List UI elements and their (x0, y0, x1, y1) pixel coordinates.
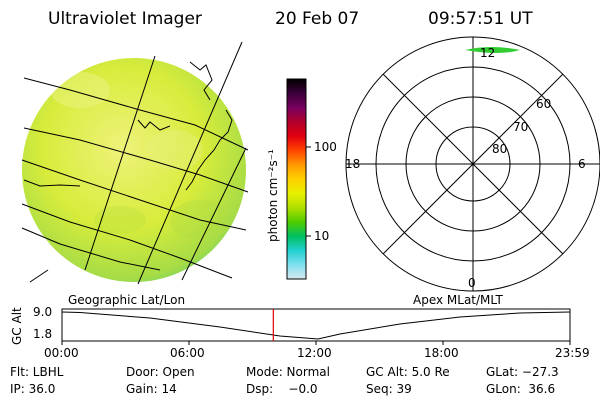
altitude-curve (61, 311, 571, 340)
info-seq: Seq: 39 (366, 382, 412, 396)
mlt-label-0: 0 (468, 276, 476, 290)
info-glon: GLon: 36.6 (486, 382, 556, 396)
polar-plot (345, 36, 600, 292)
info-gc-alt: GC Alt: 5.0 Re (366, 365, 450, 379)
colorbar (286, 78, 307, 280)
info-door: Door: Open (126, 365, 195, 379)
apex-caption: Apex MLat/MLT (413, 293, 503, 307)
timeline-xtick-1200: 12:00 (297, 346, 332, 360)
mlt-label-6: 6 (578, 157, 586, 171)
timeline-ytick-high: 9.0 (33, 305, 53, 319)
latlon-grid (21, 41, 249, 285)
timeline-axis-title: GC Alt (10, 307, 24, 345)
mlt-label-18: 18 (345, 157, 361, 171)
mlat-label-70: 70 (513, 120, 529, 134)
instrument-title: Ultraviolet Imager (48, 9, 202, 29)
mlat-label-80: 80 (492, 142, 508, 156)
imager-disk (22, 58, 246, 282)
timeline-ytick-low: 1.8 (33, 327, 53, 341)
timeline-xtick-0600: 06:00 (170, 346, 205, 360)
timeline-xtick-0000: 00:00 (44, 346, 79, 360)
colorbar-tick-10: 10 (314, 229, 330, 243)
info-gain: Gain: 14 (126, 382, 177, 396)
colorbar-unit-label: photon cm⁻²s⁻¹ (266, 149, 280, 242)
timeline-xtick-2359: 23:59 (555, 346, 590, 360)
timeline-xtick-1800: 18:00 (424, 346, 459, 360)
geographic-caption: Geographic Lat/Lon (68, 293, 186, 307)
info-glat: GLat: −27.3 (486, 365, 559, 379)
mlt-label-12: 12 (480, 46, 496, 60)
mlat-label-60: 60 (536, 97, 552, 111)
timeline-frame (61, 308, 571, 342)
colorbar-tick-100: 100 (314, 140, 337, 154)
info-filter: Flt: LBHL (10, 365, 64, 379)
info-mode: Mode: Normal (246, 365, 330, 379)
auroral-oval (465, 47, 520, 53)
info-dsp: Dsp: −0.0 (246, 382, 318, 396)
time-label: 09:57:51 UT (428, 9, 533, 29)
date-label: 20 Feb 07 (275, 9, 360, 29)
info-ip: IP: 36.0 (10, 382, 56, 396)
geographic-image (22, 58, 246, 282)
